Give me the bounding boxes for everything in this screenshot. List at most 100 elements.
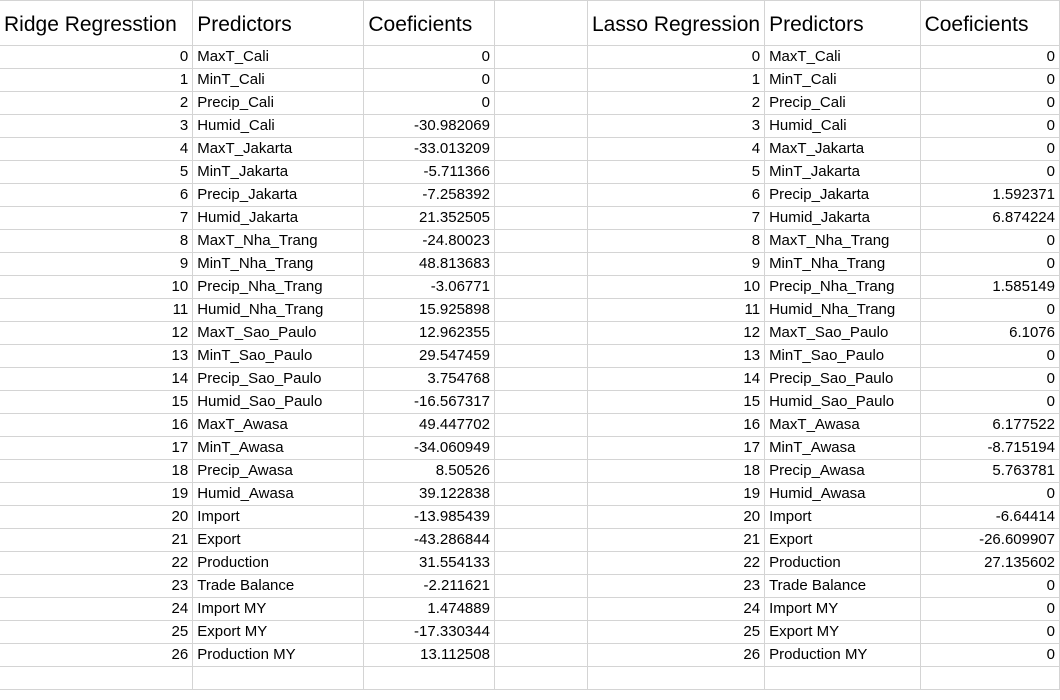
ridge-coefficient-cell[interactable]: -30.982069 bbox=[363, 114, 495, 138]
empty-cell[interactable] bbox=[493, 597, 588, 621]
ridge-predictor-cell[interactable]: Humid_Cali bbox=[192, 114, 365, 138]
lasso-predictor-cell[interactable]: Production bbox=[764, 551, 921, 575]
empty-cell[interactable] bbox=[493, 160, 588, 184]
lasso-predictor-cell[interactable]: Precip_Awasa bbox=[764, 459, 921, 483]
lasso-predictor-cell[interactable]: Import bbox=[764, 505, 921, 529]
ridge-coefficient-cell[interactable]: -33.013209 bbox=[363, 137, 495, 161]
ridge-index-cell[interactable]: 21 bbox=[0, 528, 194, 552]
lasso-coefficient-cell[interactable]: 0 bbox=[919, 68, 1060, 92]
empty-cell[interactable] bbox=[192, 666, 365, 690]
ridge-predictor-cell[interactable]: Production MY bbox=[192, 643, 365, 667]
ridge-predictor-cell[interactable]: Export MY bbox=[192, 620, 365, 644]
lasso-index-cell[interactable]: 26 bbox=[586, 643, 766, 667]
ridge-predictor-cell[interactable]: MaxT_Cali bbox=[192, 45, 365, 69]
lasso-index-cell[interactable]: 12 bbox=[586, 321, 766, 345]
ridge-predictor-cell[interactable]: Export bbox=[192, 528, 365, 552]
ridge-index-cell[interactable]: 25 bbox=[0, 620, 194, 644]
lasso-coefficient-cell[interactable]: 0 bbox=[919, 298, 1060, 322]
lasso-predictor-cell[interactable]: Trade Balance bbox=[764, 574, 921, 598]
lasso-index-cell[interactable]: 20 bbox=[586, 505, 766, 529]
lasso-coefficient-cell[interactable]: 0 bbox=[919, 160, 1060, 184]
lasso-predictor-cell[interactable]: Humid_Cali bbox=[764, 114, 921, 138]
lasso-predictor-cell[interactable]: Precip_Jakarta bbox=[764, 183, 921, 207]
empty-cell[interactable] bbox=[493, 551, 588, 575]
ridge-index-cell[interactable]: 1 bbox=[0, 68, 194, 92]
lasso-coefficient-cell[interactable]: 0 bbox=[919, 45, 1060, 69]
lasso-index-cell[interactable]: 16 bbox=[586, 413, 766, 437]
empty-cell[interactable] bbox=[493, 643, 588, 667]
lasso-coefficient-cell[interactable]: 6.874224 bbox=[919, 206, 1060, 230]
lasso-coefficient-cell[interactable]: 0 bbox=[919, 597, 1060, 621]
lasso-coefficient-cell[interactable]: 5.763781 bbox=[919, 459, 1060, 483]
ridge-coefficient-cell[interactable]: 12.962355 bbox=[363, 321, 495, 345]
lasso-coefficient-cell[interactable]: 1.585149 bbox=[919, 275, 1060, 299]
lasso-predictors-header-cell[interactable]: Predictors bbox=[764, 0, 921, 46]
lasso-predictor-cell[interactable]: MinT_Sao_Paulo bbox=[764, 344, 921, 368]
lasso-coefficient-cell[interactable]: 1.592371 bbox=[919, 183, 1060, 207]
ridge-index-cell[interactable]: 7 bbox=[0, 206, 194, 230]
ridge-coefficient-cell[interactable]: 31.554133 bbox=[363, 551, 495, 575]
ridge-predictors-header-cell[interactable]: Predictors bbox=[192, 0, 365, 46]
empty-cell[interactable] bbox=[493, 252, 588, 276]
ridge-predictor-cell[interactable]: Humid_Jakarta bbox=[192, 206, 365, 230]
lasso-coef-header-cell[interactable]: Coeficients bbox=[919, 0, 1060, 46]
lasso-coefficient-cell[interactable]: 0 bbox=[919, 114, 1060, 138]
ridge-index-cell[interactable]: 6 bbox=[0, 183, 194, 207]
empty-cell[interactable] bbox=[493, 321, 588, 345]
ridge-title-cell[interactable]: Ridge Regresstion bbox=[0, 0, 194, 46]
ridge-coefficient-cell[interactable]: 21.352505 bbox=[363, 206, 495, 230]
empty-cell[interactable] bbox=[493, 91, 588, 115]
ridge-predictor-cell[interactable]: Trade Balance bbox=[192, 574, 365, 598]
empty-cell[interactable] bbox=[493, 344, 588, 368]
ridge-coefficient-cell[interactable]: 13.112508 bbox=[363, 643, 495, 667]
ridge-index-cell[interactable]: 18 bbox=[0, 459, 194, 483]
lasso-coefficient-cell[interactable]: 6.177522 bbox=[919, 413, 1060, 437]
ridge-predictor-cell[interactable]: MinT_Awasa bbox=[192, 436, 365, 460]
lasso-coefficient-cell[interactable]: 0 bbox=[919, 91, 1060, 115]
lasso-index-cell[interactable]: 0 bbox=[586, 45, 766, 69]
lasso-coefficient-cell[interactable]: 0 bbox=[919, 344, 1060, 368]
ridge-coefficient-cell[interactable]: -24.80023 bbox=[363, 229, 495, 253]
ridge-coefficient-cell[interactable]: -3.06771 bbox=[363, 275, 495, 299]
ridge-coefficient-cell[interactable]: 15.925898 bbox=[363, 298, 495, 322]
ridge-index-cell[interactable]: 3 bbox=[0, 114, 194, 138]
lasso-coefficient-cell[interactable]: -26.609907 bbox=[919, 528, 1060, 552]
ridge-predictor-cell[interactable]: Precip_Cali bbox=[192, 91, 365, 115]
lasso-index-cell[interactable]: 25 bbox=[586, 620, 766, 644]
empty-cell[interactable] bbox=[493, 620, 588, 644]
ridge-predictor-cell[interactable]: Production bbox=[192, 551, 365, 575]
lasso-index-cell[interactable]: 14 bbox=[586, 367, 766, 391]
lasso-predictor-cell[interactable]: MaxT_Nha_Trang bbox=[764, 229, 921, 253]
ridge-predictor-cell[interactable]: MinT_Cali bbox=[192, 68, 365, 92]
empty-cell[interactable] bbox=[493, 666, 588, 690]
lasso-predictor-cell[interactable]: Export MY bbox=[764, 620, 921, 644]
lasso-index-cell[interactable]: 5 bbox=[586, 160, 766, 184]
lasso-index-cell[interactable]: 2 bbox=[586, 91, 766, 115]
empty-cell[interactable] bbox=[493, 68, 588, 92]
lasso-coefficient-cell[interactable]: 0 bbox=[919, 574, 1060, 598]
lasso-index-cell[interactable]: 9 bbox=[586, 252, 766, 276]
lasso-index-cell[interactable]: 13 bbox=[586, 344, 766, 368]
lasso-predictor-cell[interactable]: MinT_Jakarta bbox=[764, 160, 921, 184]
lasso-predictor-cell[interactable]: MaxT_Jakarta bbox=[764, 137, 921, 161]
ridge-coefficient-cell[interactable]: 39.122838 bbox=[363, 482, 495, 506]
lasso-predictor-cell[interactable]: Humid_Awasa bbox=[764, 482, 921, 506]
lasso-coefficient-cell[interactable]: 0 bbox=[919, 482, 1060, 506]
lasso-predictor-cell[interactable]: MinT_Awasa bbox=[764, 436, 921, 460]
empty-cell[interactable] bbox=[493, 298, 588, 322]
ridge-coefficient-cell[interactable]: -43.286844 bbox=[363, 528, 495, 552]
lasso-coefficient-cell[interactable]: 0 bbox=[919, 390, 1060, 414]
lasso-index-cell[interactable]: 8 bbox=[586, 229, 766, 253]
lasso-coefficient-cell[interactable]: 0 bbox=[919, 229, 1060, 253]
ridge-coefficient-cell[interactable]: -16.567317 bbox=[363, 390, 495, 414]
ridge-coefficient-cell[interactable]: 8.50526 bbox=[363, 459, 495, 483]
empty-cell[interactable] bbox=[0, 666, 194, 690]
lasso-index-cell[interactable]: 23 bbox=[586, 574, 766, 598]
ridge-predictor-cell[interactable]: Precip_Awasa bbox=[192, 459, 365, 483]
empty-cell[interactable] bbox=[493, 367, 588, 391]
ridge-index-cell[interactable]: 26 bbox=[0, 643, 194, 667]
lasso-index-cell[interactable]: 3 bbox=[586, 114, 766, 138]
empty-cell[interactable] bbox=[493, 183, 588, 207]
ridge-index-cell[interactable]: 16 bbox=[0, 413, 194, 437]
ridge-index-cell[interactable]: 17 bbox=[0, 436, 194, 460]
